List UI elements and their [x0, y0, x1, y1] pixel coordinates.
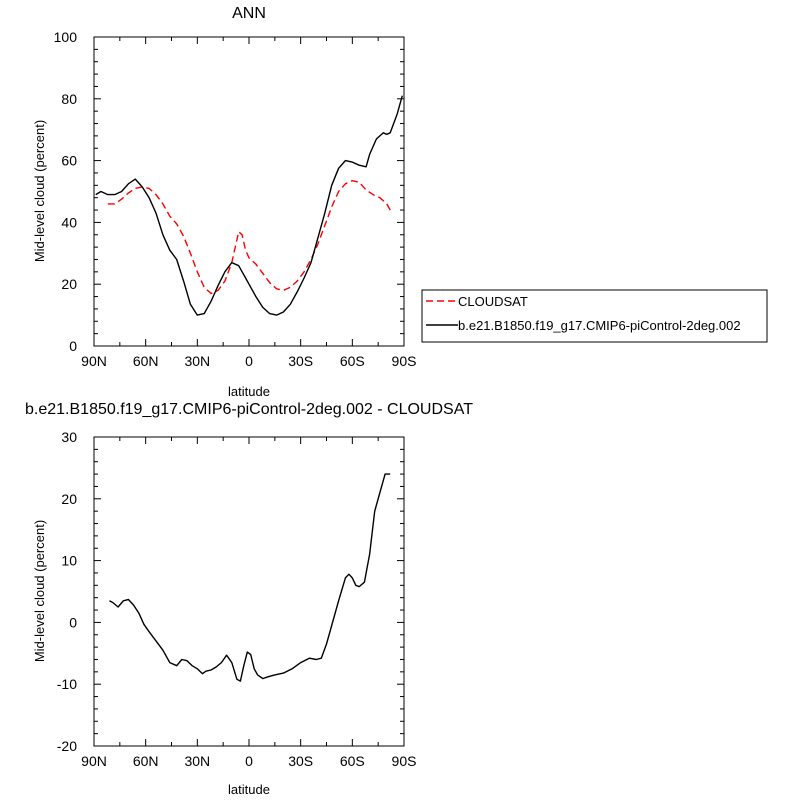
bottom-panel-ticks: 90N 60N 30N 0 30S 60S 90S -20 -10 0 10 20 30 [57, 429, 417, 769]
legend: CLOUDSAT b.e21.B1850.f19_g17.CMIP6-piCon… [421, 289, 768, 343]
x-tick-label: 30N [184, 753, 210, 769]
legend-label-model: b.e21.B1850.f19_g17.CMIP6-piControl-2deg… [458, 318, 741, 333]
top-panel-series [95, 95, 403, 316]
bottom-panel-ylabel: Mid-level cloud (percent) [32, 520, 47, 662]
x-tick-label: 60S [340, 353, 365, 369]
y-tick-label: 30 [61, 429, 77, 445]
x-tick-label: 0 [245, 753, 253, 769]
y-tick-label: 40 [61, 214, 77, 230]
series-line-difference [109, 473, 391, 682]
legend-box [421, 289, 768, 343]
top-panel-ticks: 90N 60N 30N 0 30S 60S 90S 0 20 40 60 80 100 [54, 29, 417, 369]
x-tick-label: 90S [392, 753, 417, 769]
y-tick-label: 0 [69, 614, 77, 630]
x-tick-label: 90N [81, 353, 107, 369]
top-panel-xlabel: latitude [228, 384, 270, 399]
x-tick-label: 60S [340, 753, 365, 769]
y-tick-label: 10 [61, 553, 77, 569]
x-tick-label: 0 [245, 353, 253, 369]
x-tick-label: 60N [133, 353, 159, 369]
legend-label-cloudsat: CLOUDSAT [458, 294, 528, 309]
x-tick-label: 90S [392, 353, 417, 369]
y-tick-label: 0 [69, 338, 77, 354]
bottom-panel-xlabel: latitude [228, 782, 270, 797]
bottom-panel-series [109, 473, 391, 682]
top-panel-frame [93, 36, 405, 347]
y-tick-label: 60 [61, 153, 77, 169]
x-tick-label: 60N [133, 753, 159, 769]
bottom-panel-frame [93, 436, 405, 747]
y-tick-label: 20 [61, 491, 77, 507]
y-tick-label: 100 [54, 29, 78, 45]
y-tick-label: 80 [61, 91, 77, 107]
series-line-cloudsat [107, 180, 391, 295]
y-tick-label: -20 [57, 738, 77, 754]
top-panel-title: ANN [232, 5, 266, 22]
x-tick-label: 90N [81, 753, 107, 769]
y-tick-label: 20 [61, 276, 77, 292]
top-panel: ANN 90N 60N 30N 0 30S 60S 90S 0 20 40 60 80 100 Mid-… [32, 5, 416, 399]
x-tick-label: 30S [288, 753, 313, 769]
y-tick-label: -10 [57, 676, 77, 692]
bottom-panel: b.e21.B1850.f19_g17.CMIP6-piControl-2deg… [25, 401, 473, 797]
top-panel-ylabel: Mid-level cloud (percent) [32, 120, 47, 262]
bottom-panel-title: b.e21.B1850.f19_g17.CMIP6-piControl-2deg… [25, 401, 473, 418]
x-tick-label: 30S [288, 353, 313, 369]
series-line-model [95, 95, 403, 316]
x-tick-label: 30N [184, 353, 210, 369]
